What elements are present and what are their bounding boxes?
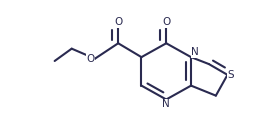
Text: O: O: [162, 17, 170, 27]
Text: N: N: [162, 99, 170, 109]
Text: O: O: [114, 17, 122, 27]
Text: O: O: [87, 54, 95, 64]
Text: N: N: [191, 47, 199, 57]
Text: S: S: [227, 70, 234, 80]
